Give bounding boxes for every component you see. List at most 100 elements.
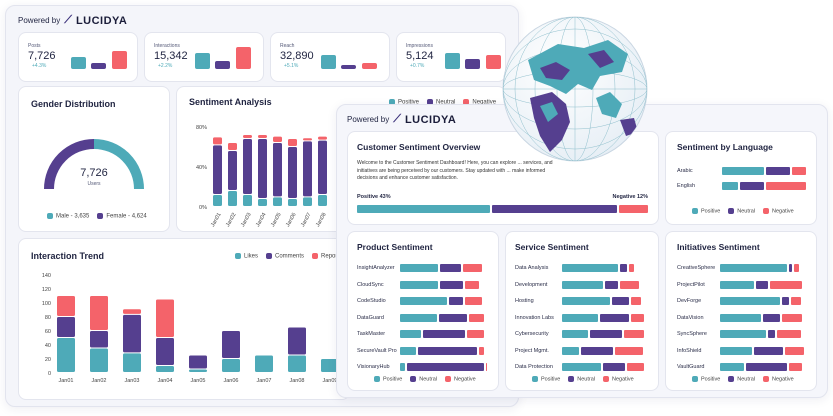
negative-segment[interactable] xyxy=(465,297,483,305)
negative-segment[interactable] xyxy=(629,264,634,272)
negative-segment[interactable] xyxy=(630,313,645,322)
positive-segment[interactable] xyxy=(720,280,755,289)
language-positive-bar[interactable] xyxy=(722,167,764,175)
neutral-segment[interactable] xyxy=(745,363,787,371)
language-negative-bar[interactable] xyxy=(792,167,806,175)
positive-segment[interactable] xyxy=(562,313,598,322)
positive-segment[interactable] xyxy=(562,280,603,289)
legend-negative[interactable]: Negative xyxy=(445,376,476,382)
x-tick-label: Jan06 xyxy=(224,378,239,384)
negative-segment[interactable] xyxy=(465,280,479,289)
legend-positive[interactable]: Positive xyxy=(692,208,720,214)
gauge-total-label: Users xyxy=(87,181,101,187)
legend-neutral[interactable]: Neutral xyxy=(728,208,755,214)
neutral-segment[interactable] xyxy=(781,297,789,305)
negative-segment[interactable] xyxy=(630,297,641,305)
positive-segment[interactable] xyxy=(720,363,744,371)
negative-segment[interactable] xyxy=(781,313,803,322)
kpi-bar-negative xyxy=(236,47,251,69)
neutral-segment[interactable] xyxy=(788,264,792,272)
positive-segment[interactable] xyxy=(562,346,579,355)
legend-likes[interactable]: Likes xyxy=(235,253,258,260)
legend-neutral[interactable]: Neutral xyxy=(728,376,755,382)
legend-neutral[interactable]: Neutral xyxy=(410,376,437,382)
neutral-segment[interactable] xyxy=(440,280,464,289)
negative-segment[interactable] xyxy=(468,313,485,322)
neutral-segment[interactable] xyxy=(763,313,780,322)
overview-neutral-bar[interactable] xyxy=(492,205,617,213)
legend-positive[interactable]: Positive xyxy=(692,376,720,382)
negative-segment[interactable] xyxy=(769,280,803,289)
positive-segment[interactable] xyxy=(720,346,753,355)
neutral-segment[interactable] xyxy=(422,330,465,338)
x-tick-label: Jan06 xyxy=(285,212,298,228)
neutral-segment[interactable] xyxy=(599,313,629,322)
positive-segment[interactable] xyxy=(400,313,437,322)
negative-segment[interactable] xyxy=(479,346,485,355)
legend-negative[interactable]: Negative xyxy=(603,376,634,382)
legend-negative[interactable]: Negative xyxy=(463,99,496,106)
positive-segment[interactable] xyxy=(562,297,610,305)
negative-segment[interactable] xyxy=(793,264,799,272)
negative-segment[interactable] xyxy=(788,363,803,371)
negative-segment[interactable] xyxy=(615,346,643,355)
neutral-segment[interactable] xyxy=(580,346,614,355)
kpi-card-reach[interactable]: Reach 32,890 +5.1% xyxy=(270,32,390,82)
legend-neutral[interactable]: Neutral xyxy=(568,376,595,382)
negative-segment[interactable] xyxy=(785,346,804,355)
kpi-card-impressions[interactable]: Impressions 5,124 +0.7% xyxy=(396,32,506,82)
positive-segment[interactable] xyxy=(720,330,767,338)
neutral-segment[interactable] xyxy=(620,264,628,272)
negative-segment[interactable] xyxy=(623,330,645,338)
legend-label: Comments xyxy=(275,253,305,260)
kpi-card-posts[interactable]: Posts 7,726 +4.3% xyxy=(18,32,138,82)
overview-negative-bar[interactable] xyxy=(619,205,648,213)
neutral-segment[interactable] xyxy=(417,346,478,355)
negative-segment[interactable] xyxy=(620,280,640,289)
overview-positive-bar[interactable] xyxy=(357,205,490,213)
neutral-segment[interactable] xyxy=(605,280,619,289)
negative-segment[interactable] xyxy=(776,330,801,338)
neutral-segment[interactable] xyxy=(449,297,464,305)
legend-positive[interactable]: Positive xyxy=(532,376,560,382)
legend-positive[interactable]: Positive xyxy=(389,99,419,106)
positive-segment[interactable] xyxy=(562,363,602,371)
positive-segment[interactable] xyxy=(400,280,439,289)
legend-negative[interactable]: Negative xyxy=(763,376,794,382)
legend-comments[interactable]: Comments xyxy=(266,253,304,260)
language-positive-bar[interactable] xyxy=(722,182,738,190)
neutral-segment[interactable] xyxy=(589,330,622,338)
positive-segment[interactable] xyxy=(720,297,780,305)
language-neutral-bar[interactable] xyxy=(766,167,790,175)
neutral-segment[interactable] xyxy=(438,313,467,322)
legend-neutral[interactable]: Neutral xyxy=(427,99,455,106)
neutral-segment[interactable] xyxy=(754,346,784,355)
negative-segment[interactable] xyxy=(627,363,645,371)
legend-positive[interactable]: Positive xyxy=(374,376,402,382)
neutral-segment[interactable] xyxy=(768,330,775,338)
negative-segment[interactable] xyxy=(466,330,485,338)
positive-segment[interactable] xyxy=(400,346,416,355)
neutral-segment[interactable] xyxy=(611,297,629,305)
legend-negative[interactable]: Negative xyxy=(763,208,794,214)
neutral-segment[interactable] xyxy=(440,264,462,272)
neutral-segment[interactable] xyxy=(603,363,626,371)
negative-segment[interactable] xyxy=(463,264,483,272)
language-neutral-bar[interactable] xyxy=(740,182,764,190)
positive-segment[interactable] xyxy=(400,330,421,338)
legend-reposts[interactable]: Reposts xyxy=(312,253,343,260)
legend-swatch xyxy=(312,253,319,259)
neutral-segment[interactable] xyxy=(407,363,485,371)
positive-segment[interactable] xyxy=(720,313,761,322)
language-negative-bar[interactable] xyxy=(766,182,806,190)
positive-segment[interactable] xyxy=(562,264,619,272)
kpi-card-interactions[interactable]: Interactions 15,342 +2.2% xyxy=(144,32,264,82)
neutral-segment[interactable] xyxy=(756,280,768,289)
negative-segment[interactable] xyxy=(790,297,801,305)
negative-segment[interactable] xyxy=(486,363,488,371)
positive-segment[interactable] xyxy=(400,264,439,272)
positive-segment[interactable] xyxy=(720,264,787,272)
positive-segment[interactable] xyxy=(400,297,448,305)
positive-segment[interactable] xyxy=(562,330,588,338)
positive-segment[interactable] xyxy=(400,363,406,371)
